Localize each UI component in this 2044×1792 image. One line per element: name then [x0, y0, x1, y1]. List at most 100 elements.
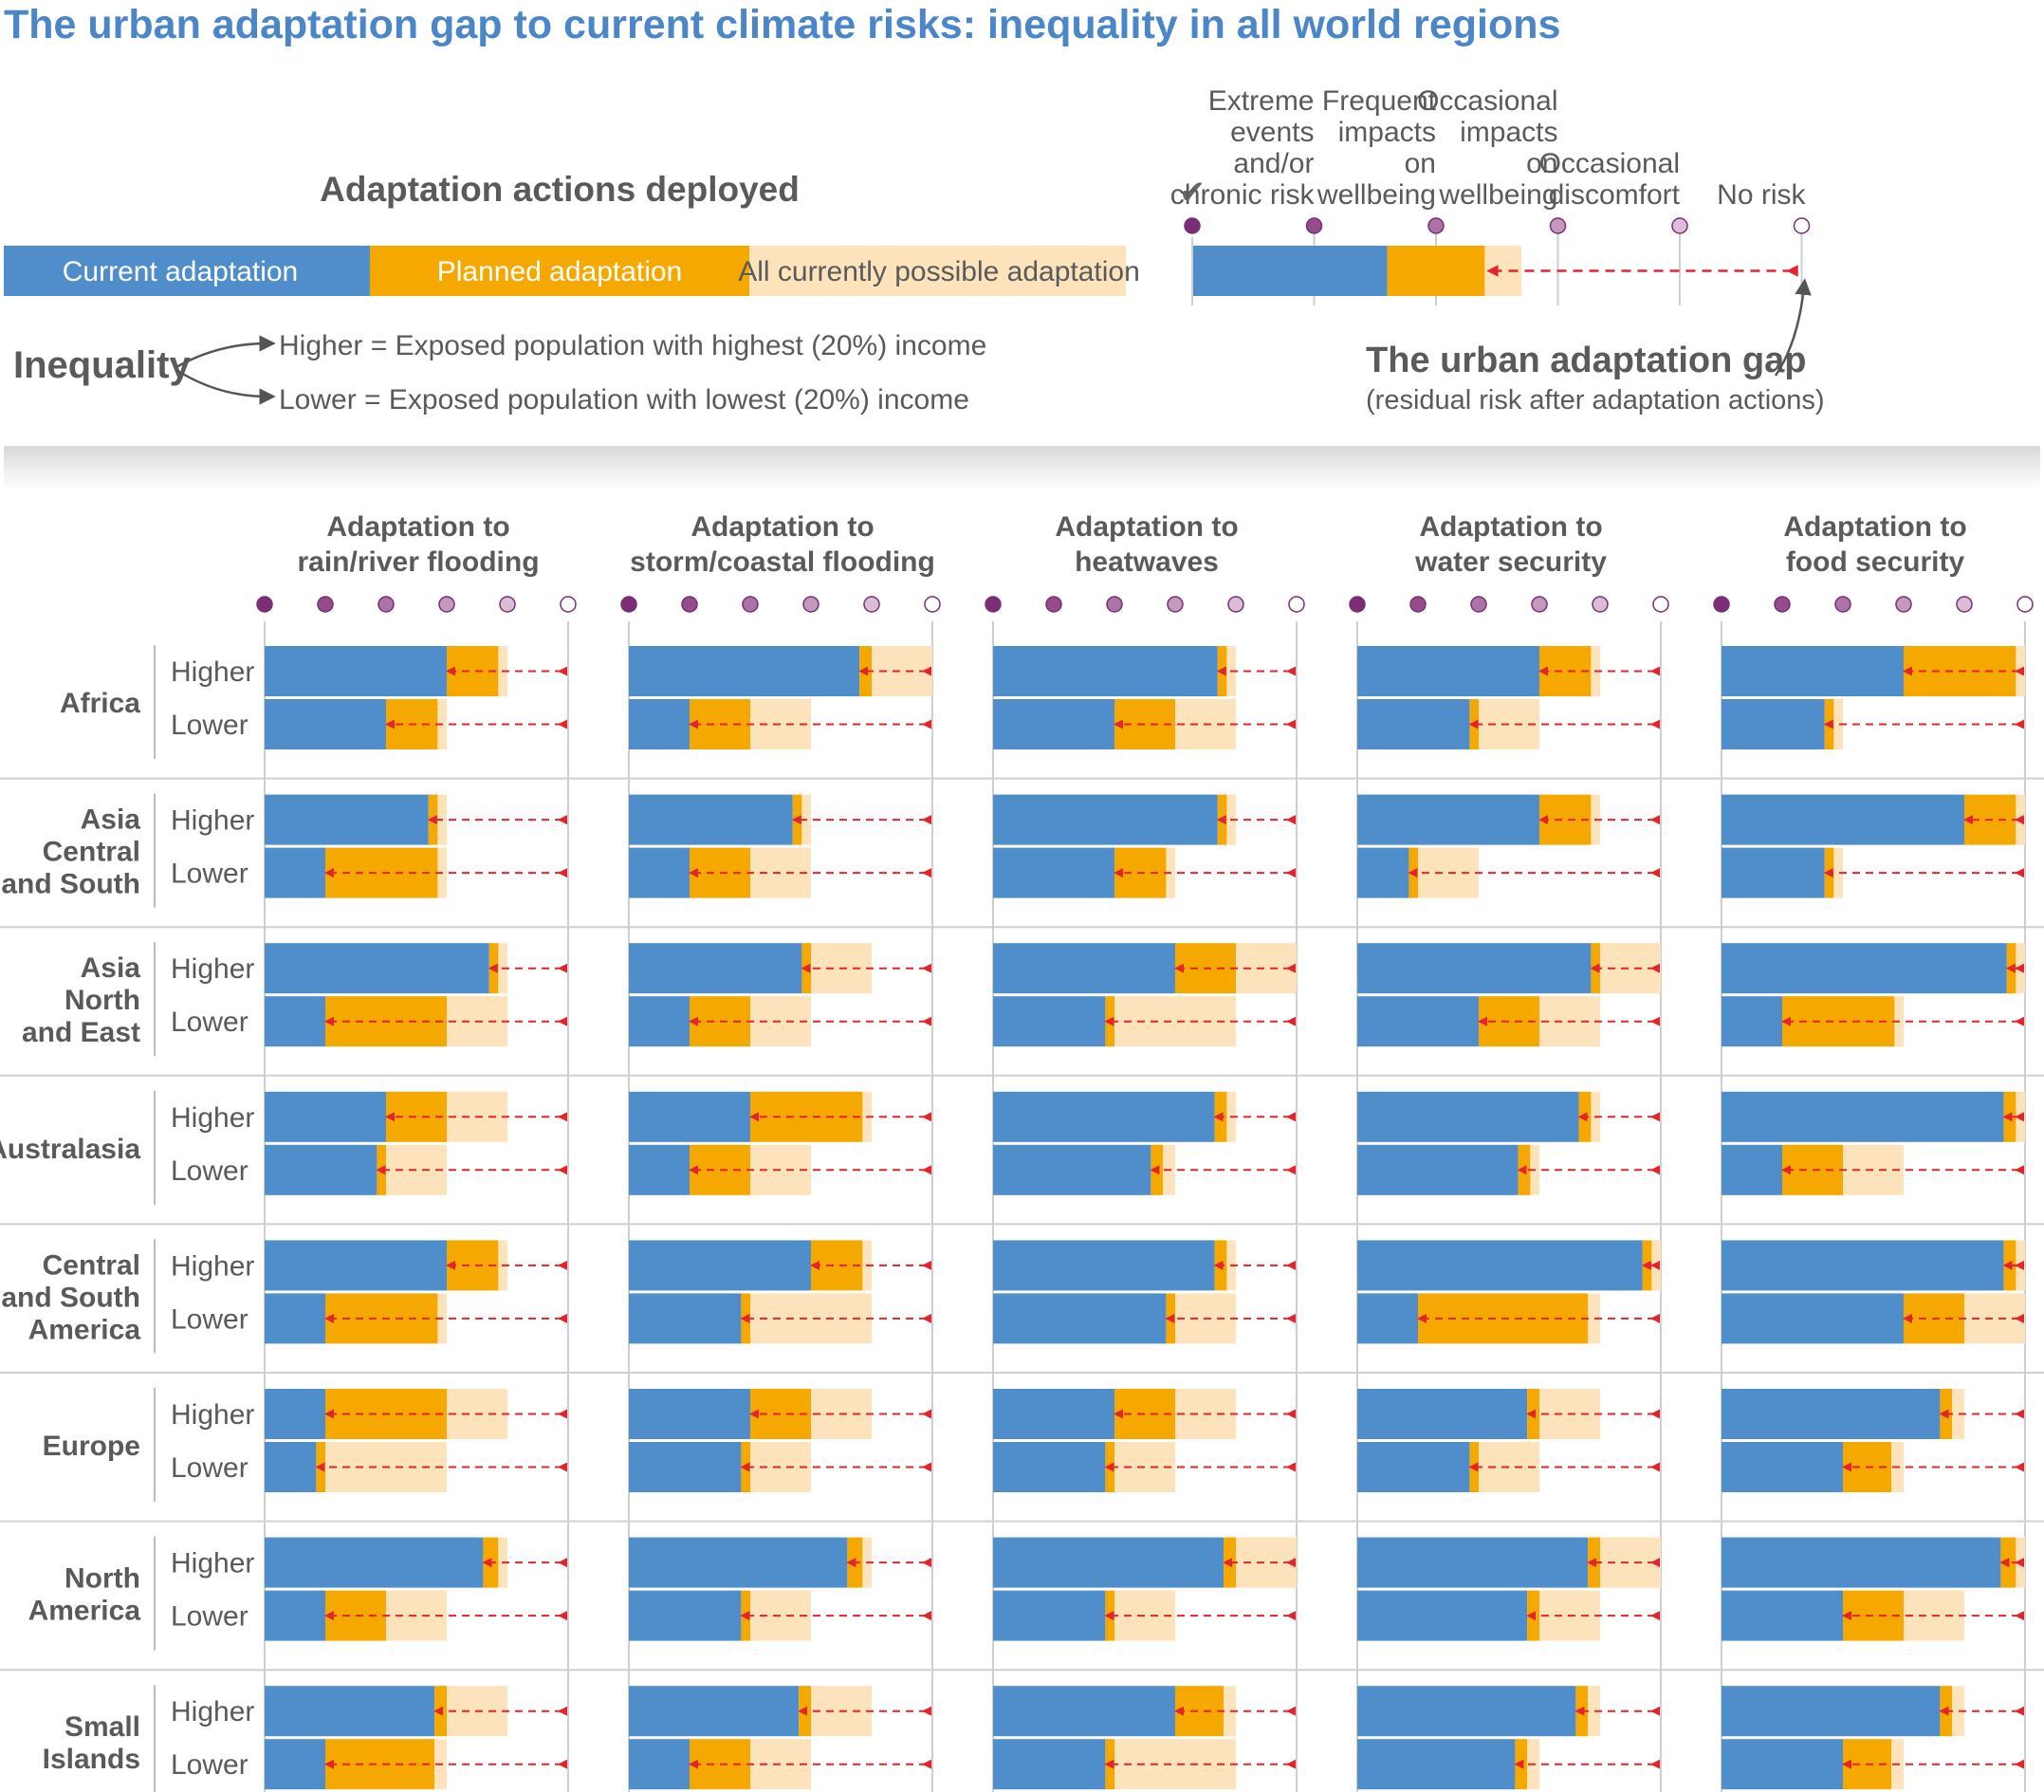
risk-level-dot: [1592, 596, 1609, 613]
risk-level-dot: [924, 596, 941, 613]
risk-level-dot: [317, 596, 334, 613]
bar-current: [265, 699, 386, 749]
bar-current: [629, 1293, 742, 1344]
legend-current-label: Current adaptation: [63, 256, 299, 287]
legend-example-current-bar: [1192, 246, 1388, 296]
inequality-arrow-up: [175, 335, 276, 369]
risk-level-dot: [863, 596, 880, 613]
legend-risk-level-2: impacts: [1338, 117, 1436, 148]
bar-current: [1722, 1389, 1941, 1439]
legend-risk-level-3: on: [1526, 148, 1557, 179]
bar-current: [993, 1739, 1106, 1790]
bar-current: [1722, 699, 1825, 749]
bar-current: [629, 1686, 800, 1737]
legend-risk-level-4: discomfort: [1549, 179, 1681, 211]
bar-current: [629, 1739, 690, 1790]
income-group-label: Higher: [171, 1399, 254, 1431]
bar-current: [265, 1144, 377, 1195]
legend-risk-level-5: No risk: [1717, 179, 1806, 211]
bar-current: [629, 1240, 811, 1291]
risk-level-dot: [802, 596, 819, 613]
bar-current: [993, 1389, 1114, 1439]
bar-current: [993, 847, 1114, 898]
bar-current: [629, 1389, 750, 1439]
risk-level-dot: [742, 596, 759, 613]
bar-current: [1722, 847, 1825, 898]
region-label: Small: [64, 1711, 140, 1743]
legend-risk-level-3: Occasional: [1417, 85, 1557, 117]
bar-current: [1357, 1739, 1516, 1790]
bar-current: [1722, 1293, 1904, 1344]
legend-risk-level-3: impacts: [1460, 117, 1557, 148]
risk-level-dot: [1956, 596, 1973, 613]
income-group-label: Higher: [171, 656, 254, 688]
bar-current: [629, 996, 690, 1047]
income-group-label: Lower: [171, 859, 249, 890]
risk-level-dot: [1895, 596, 1912, 613]
risk-level-dot: [1531, 596, 1548, 613]
bar-current: [1357, 1144, 1519, 1195]
region-label: North: [64, 1563, 140, 1595]
chart-title: The urban adaptation gap to current clim…: [4, 2, 1560, 47]
column-header: Adaptation to: [691, 511, 874, 543]
income-group-label: Higher: [171, 1250, 254, 1282]
legend-risk-dot: [1305, 217, 1323, 234]
region-label: Europe: [43, 1431, 140, 1462]
legend-risk-dot: [1549, 217, 1567, 234]
column-header: Adaptation to: [1419, 511, 1602, 543]
region-label: America: [28, 1596, 141, 1627]
legend: Adaptation actions deployed Current adap…: [4, 85, 1825, 416]
bar-current: [1357, 1091, 1579, 1142]
region-label: Islands: [43, 1744, 140, 1775]
legend-risk-level-2: on: [1405, 148, 1436, 179]
column-header: food security: [1786, 546, 1965, 578]
bar-current: [993, 943, 1175, 994]
bar-current: [629, 1537, 848, 1588]
bar-planned: [325, 847, 438, 898]
region-label: and South: [1, 869, 140, 900]
bar-planned: [1782, 996, 1895, 1047]
region-label: Africa: [60, 688, 140, 719]
region-label: North: [64, 985, 140, 1016]
bar-current: [629, 943, 802, 994]
income-group-label: Higher: [171, 1102, 254, 1134]
bar-current: [265, 1240, 447, 1291]
column-header: rain/river flooding: [297, 546, 539, 578]
income-group-label: Higher: [171, 1696, 254, 1727]
column-header: Adaptation to: [1783, 511, 1966, 543]
bar-current: [993, 1686, 1175, 1737]
bar-planned: [325, 1293, 438, 1344]
bar-current: [1722, 1537, 2001, 1588]
risk-level-dot: [1106, 596, 1123, 613]
bar-current: [265, 1739, 325, 1790]
bar-current: [1722, 1442, 1843, 1492]
column-header: heatwaves: [1075, 546, 1219, 578]
bar-planned: [325, 1739, 435, 1790]
bar-current: [1357, 1442, 1470, 1492]
column-header: Adaptation to: [326, 511, 509, 543]
bar-current: [629, 1091, 750, 1142]
region-label: Central: [43, 1249, 140, 1281]
risk-level-dot: [1713, 596, 1730, 613]
inequality-arrow-down: [175, 368, 276, 405]
bar-current: [1722, 1686, 1941, 1737]
bar-current: [1357, 1389, 1528, 1439]
legend-risk-level-1: and/or: [1233, 148, 1314, 179]
bar-current: [993, 1144, 1151, 1195]
income-group-label: Higher: [171, 953, 254, 985]
bar-current: [1357, 1293, 1418, 1344]
bar-current: [1722, 1590, 1843, 1641]
higher-description: Higher = Exposed population with highest…: [279, 330, 986, 361]
region-label: Asia: [81, 804, 141, 836]
risk-level-dot: [1409, 596, 1427, 613]
risk-level-dot: [256, 596, 273, 613]
region-label: and South: [1, 1282, 140, 1313]
legend-risk-level-2: Frequent: [1322, 85, 1437, 117]
bar-current: [1357, 794, 1539, 845]
bar-current: [1357, 1537, 1589, 1588]
bar-current: [265, 1389, 325, 1439]
risk-level-dot: [1470, 596, 1487, 613]
legend-heading: Adaptation actions deployed: [320, 170, 800, 209]
bar-current: [993, 996, 1106, 1047]
